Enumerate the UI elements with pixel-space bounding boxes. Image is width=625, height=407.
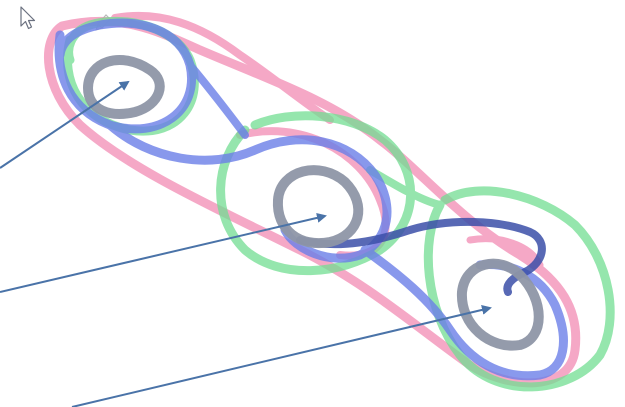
- arrow-cursor-icon: [20, 6, 36, 30]
- pointer-arrows: [0, 80, 492, 407]
- pointer-arrow: [0, 80, 130, 169]
- pink-highlighter-stroke: [43, 11, 581, 388]
- green-highlighter-stroke: [63, 16, 615, 392]
- gray-pen-stroke: [83, 55, 544, 351]
- pointer-arrow: [0, 212, 327, 293]
- blue-highlighter-stroke: [54, 18, 568, 381]
- pointer-arrow: [71, 304, 492, 407]
